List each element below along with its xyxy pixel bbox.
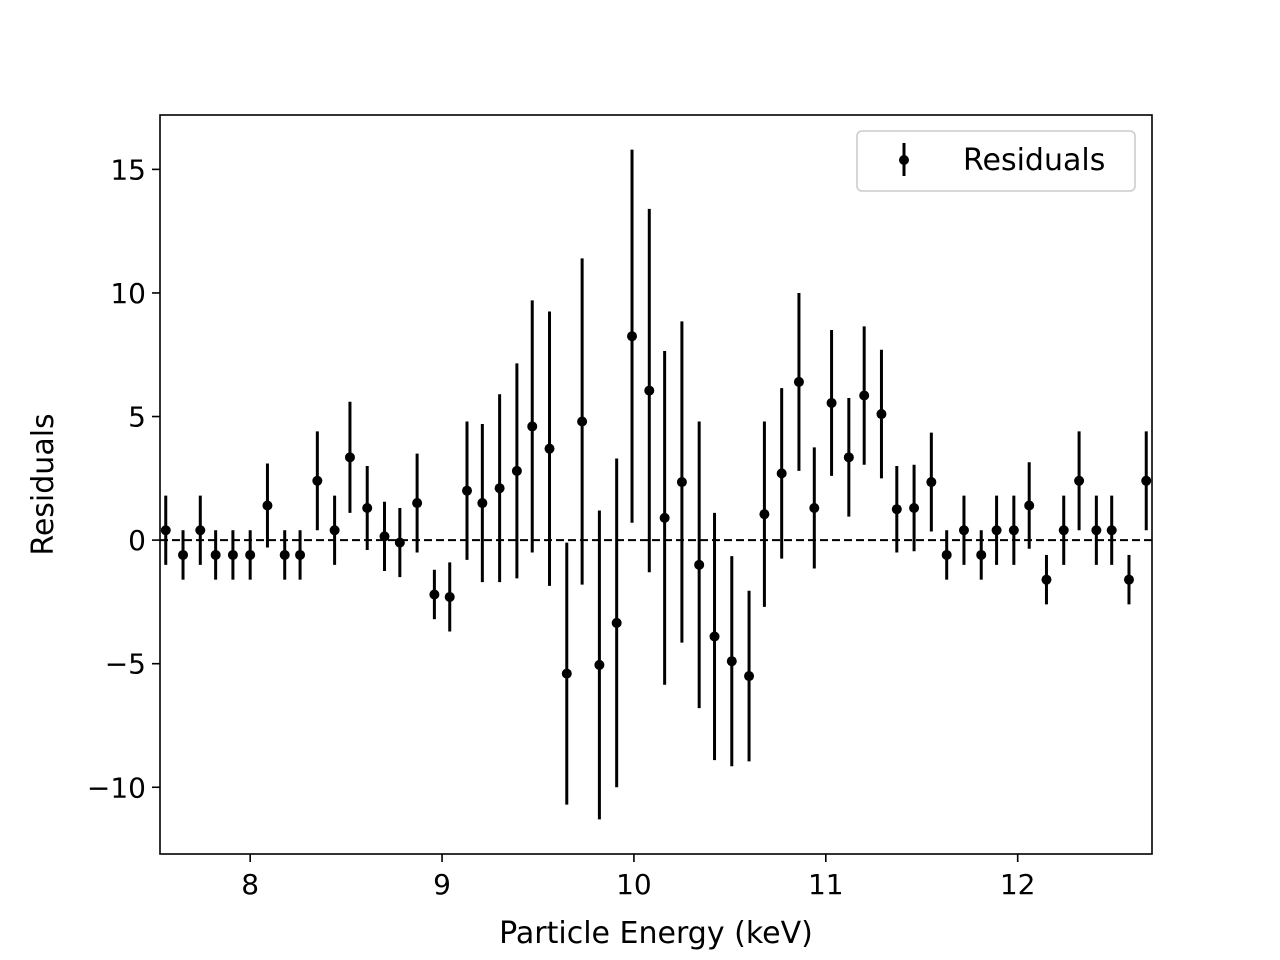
data-point — [312, 475, 323, 486]
data-point — [958, 525, 969, 536]
axes-frame — [159, 114, 1153, 855]
data-point — [909, 502, 920, 513]
data-point — [1091, 525, 1102, 536]
data-point — [362, 502, 373, 513]
data-point — [627, 331, 638, 342]
x-axis-label: Particle Energy (keV) — [499, 916, 813, 951]
data-point — [891, 504, 902, 515]
data-point — [494, 483, 505, 494]
y-tick-label: 15 — [110, 153, 146, 186]
data-point — [1008, 525, 1019, 536]
plot-area — [160, 149, 1152, 820]
x-axis: 8 9 10 11 12 — [241, 854, 1036, 901]
data-point — [726, 656, 737, 667]
data-point — [379, 531, 390, 542]
data-point — [776, 468, 787, 479]
x-tick-label: 9 — [433, 868, 451, 901]
legend-box — [856, 130, 1136, 192]
data-point — [744, 671, 755, 682]
data-point — [329, 525, 340, 536]
data-point — [1058, 525, 1069, 536]
data-point — [511, 465, 522, 476]
data-point — [859, 390, 870, 401]
y-tick-label: 5 — [128, 401, 146, 434]
x-tick-label: 8 — [241, 868, 259, 901]
data-point — [759, 509, 770, 520]
data-point — [826, 397, 837, 408]
data-point — [178, 549, 189, 560]
data-point — [262, 500, 273, 511]
data-point — [876, 409, 887, 420]
y-tick-label: −10 — [87, 771, 146, 804]
x-tick-label: 11 — [808, 868, 844, 901]
data-point — [394, 537, 405, 548]
legend-marker — [899, 155, 909, 165]
data-point — [577, 416, 588, 427]
legend: Residuals — [856, 130, 1136, 192]
data-point — [295, 549, 306, 560]
data-point — [1041, 574, 1052, 585]
data-point — [462, 485, 473, 496]
data-point — [644, 385, 655, 396]
x-tick-label: 12 — [1000, 868, 1036, 901]
data-point — [676, 477, 687, 488]
data-point — [793, 376, 804, 387]
data-point — [477, 498, 488, 509]
data-point — [527, 421, 538, 432]
y-axis: −10 −5 0 5 10 15 — [87, 153, 160, 804]
data-point — [444, 591, 455, 602]
y-tick-label: −5 — [105, 648, 146, 681]
data-point — [594, 659, 605, 670]
data-point — [245, 549, 256, 560]
y-tick-label: 0 — [128, 524, 146, 557]
data-point — [709, 631, 720, 642]
data-point — [429, 589, 440, 600]
data-point — [210, 549, 221, 560]
data-point — [344, 452, 355, 463]
data-point — [694, 559, 705, 570]
data-point — [1123, 574, 1134, 585]
data-point — [279, 549, 290, 560]
data-point — [227, 549, 238, 560]
data-point — [160, 525, 171, 536]
data-point — [611, 617, 622, 628]
data-point — [544, 443, 555, 454]
data-point — [659, 512, 670, 523]
data-point — [926, 477, 937, 488]
data-point — [1141, 475, 1152, 486]
y-axis-label: Residuals — [26, 413, 61, 555]
data-point — [991, 525, 1002, 536]
data-point — [1074, 475, 1085, 486]
data-point — [1106, 525, 1117, 536]
data-point — [941, 549, 952, 560]
data-point — [561, 668, 572, 679]
data-point — [1024, 500, 1035, 511]
x-tick-label: 10 — [616, 868, 652, 901]
data-point — [843, 452, 854, 463]
data-point — [809, 502, 820, 513]
data-point — [976, 549, 987, 560]
data-point — [195, 525, 206, 536]
data-point — [412, 498, 423, 509]
y-tick-label: 10 — [110, 277, 146, 310]
legend-label: Residuals — [963, 143, 1105, 178]
